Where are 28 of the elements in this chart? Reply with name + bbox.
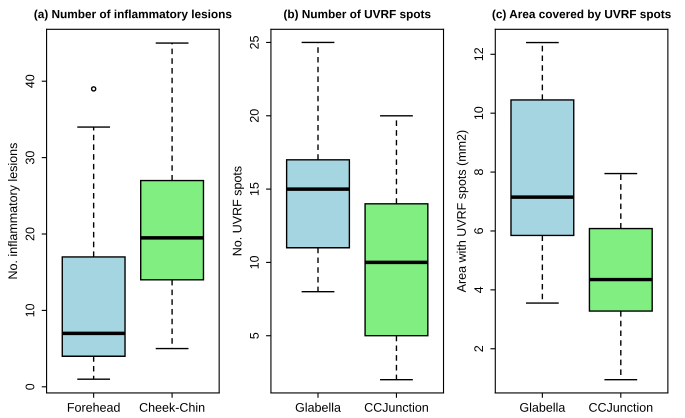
x-tick-label: Cheek-Chin (140, 402, 204, 412)
x-tick-label: CCJunction (364, 402, 428, 412)
y-tick-label: 2 (474, 346, 483, 352)
y-tick-label: 15 (250, 182, 259, 196)
y-tick-label: 10 (250, 256, 259, 268)
x-tick-label: Glabella (520, 402, 566, 412)
y-axis-title: Area with UVRF spots (mm2) (456, 130, 468, 292)
x-tick-label: Glabella (296, 402, 341, 412)
y-tick-label: 10 (26, 304, 34, 316)
y-tick-label: 30 (26, 151, 34, 164)
y-tick-label: 5 (250, 332, 259, 339)
y-tick-label: 12 (474, 48, 483, 60)
y-tick-label: 4 (474, 286, 483, 294)
x-tick-label: Forehead (68, 402, 120, 412)
y-axis-title: No. inflammatory lesions (8, 143, 20, 278)
y-tick-label: 6 (474, 228, 484, 234)
chart-title: (c) Area covered by UVRF spots (492, 10, 671, 21)
y-tick-label: 0 (26, 384, 34, 390)
y-tick-label: 20 (26, 228, 34, 240)
y-tick-label: 10 (474, 106, 484, 120)
y-axis-title: No. UVRF spots (232, 166, 244, 256)
chart-title: (b) Number of UVRF spots (284, 10, 431, 21)
y-tick-label: 20 (250, 109, 259, 122)
y-tick-label: 25 (250, 36, 259, 49)
chart-title: (a) Number of inflammatory lesions (34, 10, 232, 21)
x-tick-label: CCJunction (589, 402, 652, 412)
y-tick-label: 8 (474, 169, 484, 176)
y-tick-label: 40 (26, 74, 34, 88)
